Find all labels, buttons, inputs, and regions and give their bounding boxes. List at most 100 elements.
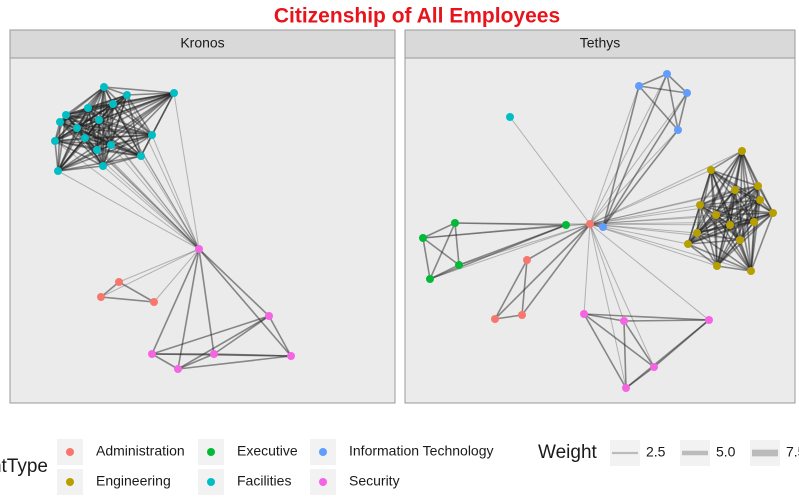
edge — [699, 185, 759, 206]
legend-label: Facilities — [237, 473, 291, 489]
node — [696, 201, 704, 209]
edge — [757, 185, 774, 214]
node — [684, 240, 692, 248]
node — [174, 365, 182, 373]
strip — [404, 29, 796, 59]
edge — [739, 239, 752, 272]
edge — [57, 121, 61, 172]
edge — [589, 223, 731, 226]
edge — [710, 150, 743, 171]
node — [287, 352, 295, 360]
node — [650, 363, 658, 371]
node — [707, 166, 715, 174]
edge — [589, 73, 668, 225]
edge — [696, 214, 717, 234]
edge — [177, 355, 292, 370]
edge — [589, 85, 640, 225]
edge — [422, 222, 456, 239]
edge — [57, 127, 78, 172]
edge — [177, 353, 215, 370]
edge — [429, 222, 456, 280]
edge — [750, 199, 761, 272]
edge — [589, 223, 625, 322]
node — [518, 311, 526, 319]
edge — [638, 85, 688, 94]
edge — [54, 140, 98, 151]
edge — [57, 155, 142, 172]
edge — [589, 204, 701, 225]
edge — [59, 121, 200, 250]
edge — [589, 223, 741, 241]
edge — [666, 73, 679, 131]
edge — [583, 313, 625, 322]
edge — [57, 165, 104, 172]
edge — [102, 86, 105, 167]
edge — [602, 85, 640, 228]
edge — [589, 189, 736, 225]
edge — [687, 239, 741, 245]
edge — [268, 315, 292, 357]
node — [599, 223, 607, 231]
node — [635, 82, 643, 90]
node — [506, 113, 514, 121]
edge — [699, 204, 774, 214]
edge — [739, 199, 761, 241]
node — [426, 275, 434, 283]
node — [51, 137, 59, 145]
node — [750, 218, 758, 226]
node — [622, 384, 630, 392]
edge — [102, 165, 200, 250]
edge — [526, 223, 591, 261]
node — [663, 70, 671, 78]
node — [97, 293, 105, 301]
edge — [729, 199, 761, 226]
edge — [126, 92, 175, 96]
edge — [589, 223, 718, 267]
edge — [589, 223, 627, 389]
node — [726, 221, 734, 229]
node — [754, 182, 762, 190]
node — [265, 312, 273, 320]
node — [451, 219, 459, 227]
edge — [422, 224, 567, 239]
edge — [716, 212, 774, 267]
edge — [589, 212, 774, 225]
edge — [696, 232, 752, 272]
node — [100, 83, 108, 91]
edge — [687, 243, 752, 272]
edge — [198, 248, 292, 357]
edge — [96, 149, 200, 250]
edge — [96, 119, 100, 151]
edge — [583, 223, 591, 315]
edge — [699, 204, 755, 223]
edge — [715, 212, 774, 216]
weight-label: 5.0 — [716, 444, 736, 460]
node — [620, 317, 628, 325]
edge — [589, 223, 752, 272]
edge — [76, 127, 153, 136]
chart-title: Citizenship of All Employees — [274, 5, 560, 28]
legend-label: Information Technology — [349, 443, 494, 459]
edge — [638, 73, 668, 87]
edge — [696, 169, 712, 234]
edge — [589, 185, 759, 225]
node — [756, 196, 764, 204]
legend-marker — [319, 478, 327, 486]
edge — [739, 185, 759, 241]
edge — [126, 94, 200, 250]
node — [123, 91, 131, 99]
node — [115, 278, 123, 286]
edge — [699, 199, 761, 206]
edge — [57, 170, 200, 250]
edge — [583, 313, 655, 368]
edge — [151, 248, 200, 355]
edge — [103, 86, 175, 94]
strip — [9, 29, 396, 59]
edge — [666, 73, 688, 94]
edge — [589, 129, 679, 225]
edge — [177, 315, 270, 370]
edge — [623, 319, 710, 322]
edge — [57, 137, 86, 172]
edge — [589, 221, 755, 225]
facet-title: Tethys — [580, 35, 620, 51]
